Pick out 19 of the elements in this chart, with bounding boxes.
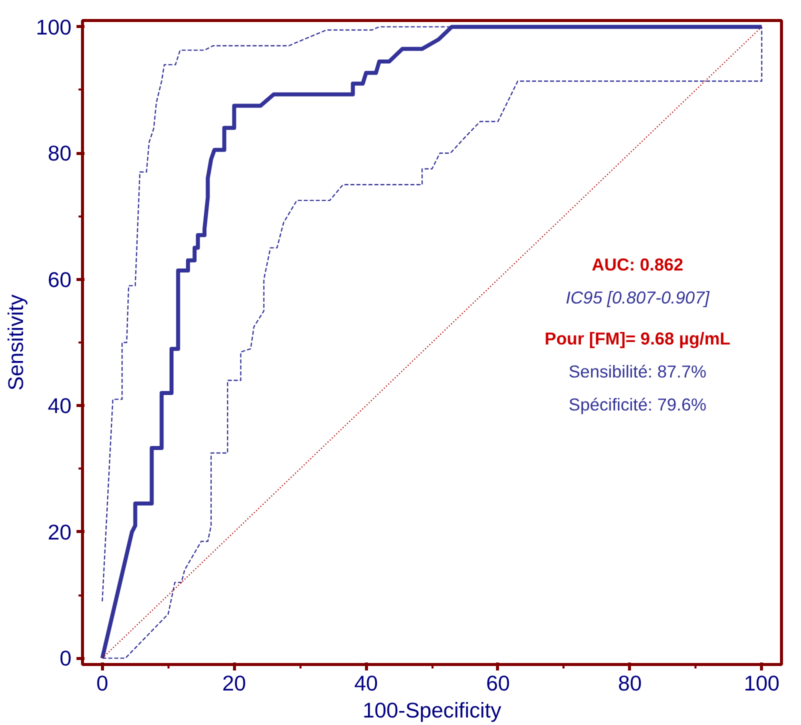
y-tick-label: 0 (60, 646, 72, 671)
annotation: Sensibilité: 87.7% (568, 362, 706, 382)
annotation: AUC: 0.862 (592, 254, 684, 274)
y-axis-title: Sensitivity (4, 294, 28, 391)
x-tick-label: 40 (354, 672, 378, 696)
x-tick-label: 80 (618, 672, 642, 696)
y-tick-label: 100 (36, 15, 72, 40)
y-tick-label: 20 (48, 520, 72, 544)
x-tick-label: 20 (222, 672, 246, 696)
x-axis-title: 100-Specificity (362, 698, 502, 722)
annotation: Spécificité: 79.6% (568, 394, 706, 414)
x-tick-label: 60 (486, 672, 510, 696)
x-tick-label: 0 (96, 672, 108, 696)
annotation: IC95 [0.807-0.907] (566, 288, 710, 308)
annotation: Pour [FM]= 9.68 µg/mL (544, 328, 731, 348)
y-tick-label: 40 (48, 394, 72, 418)
y-tick-label: 60 (48, 268, 72, 292)
x-tick-label: 100 (744, 672, 780, 696)
y-tick-label: 80 (48, 142, 72, 166)
